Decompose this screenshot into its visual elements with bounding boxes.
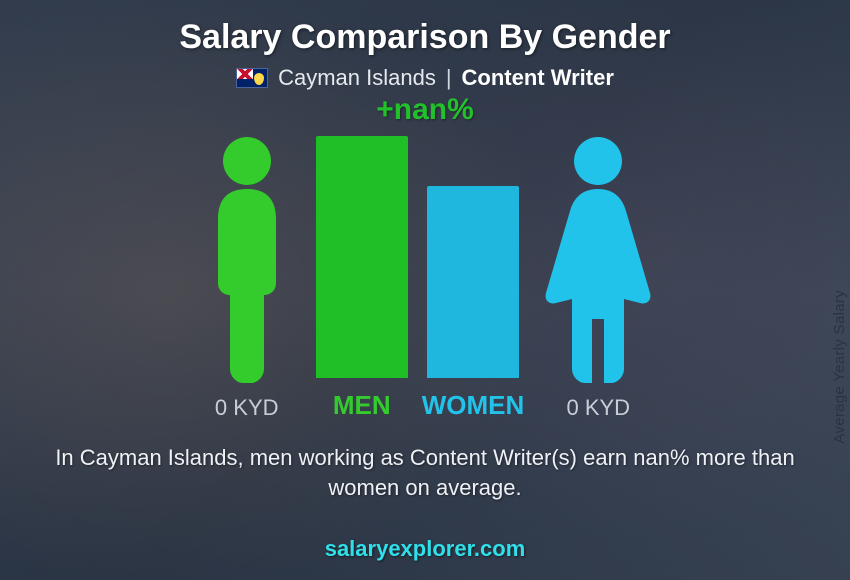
women-category-label: WOMEN	[422, 390, 525, 421]
percent-diff-label: +nan%	[376, 93, 474, 127]
women-bar	[427, 186, 519, 378]
men-bar	[316, 136, 408, 378]
cayman-islands-flag-icon	[236, 68, 268, 88]
y-axis-label: Average Yearly Salary	[832, 290, 849, 444]
women-bar-col: WOMEN	[422, 186, 525, 421]
female-icon	[538, 123, 658, 383]
men-category-label: MEN	[333, 390, 391, 421]
infographic-container: Salary Comparison By Gender Cayman Islan…	[0, 0, 850, 580]
subtitle: Cayman Islands | Content Writer	[236, 65, 614, 91]
page-title: Salary Comparison By Gender	[179, 18, 670, 57]
men-value: 0 KYD	[215, 395, 279, 421]
country-label: Cayman Islands	[278, 65, 436, 91]
chart: +nan% 0 KYD MEN WOMEN	[145, 101, 705, 421]
men-bar-col: MEN	[316, 136, 408, 421]
job-label: Content Writer	[462, 65, 614, 91]
men-icon-col: 0 KYD	[192, 123, 302, 421]
women-icon-col: 0 KYD	[538, 123, 658, 421]
women-value: 0 KYD	[566, 395, 630, 421]
separator: |	[446, 65, 452, 91]
description-text: In Cayman Islands, men working as Conten…	[45, 443, 805, 502]
footer-site: salaryexplorer.com	[0, 536, 850, 562]
male-icon	[192, 123, 302, 383]
